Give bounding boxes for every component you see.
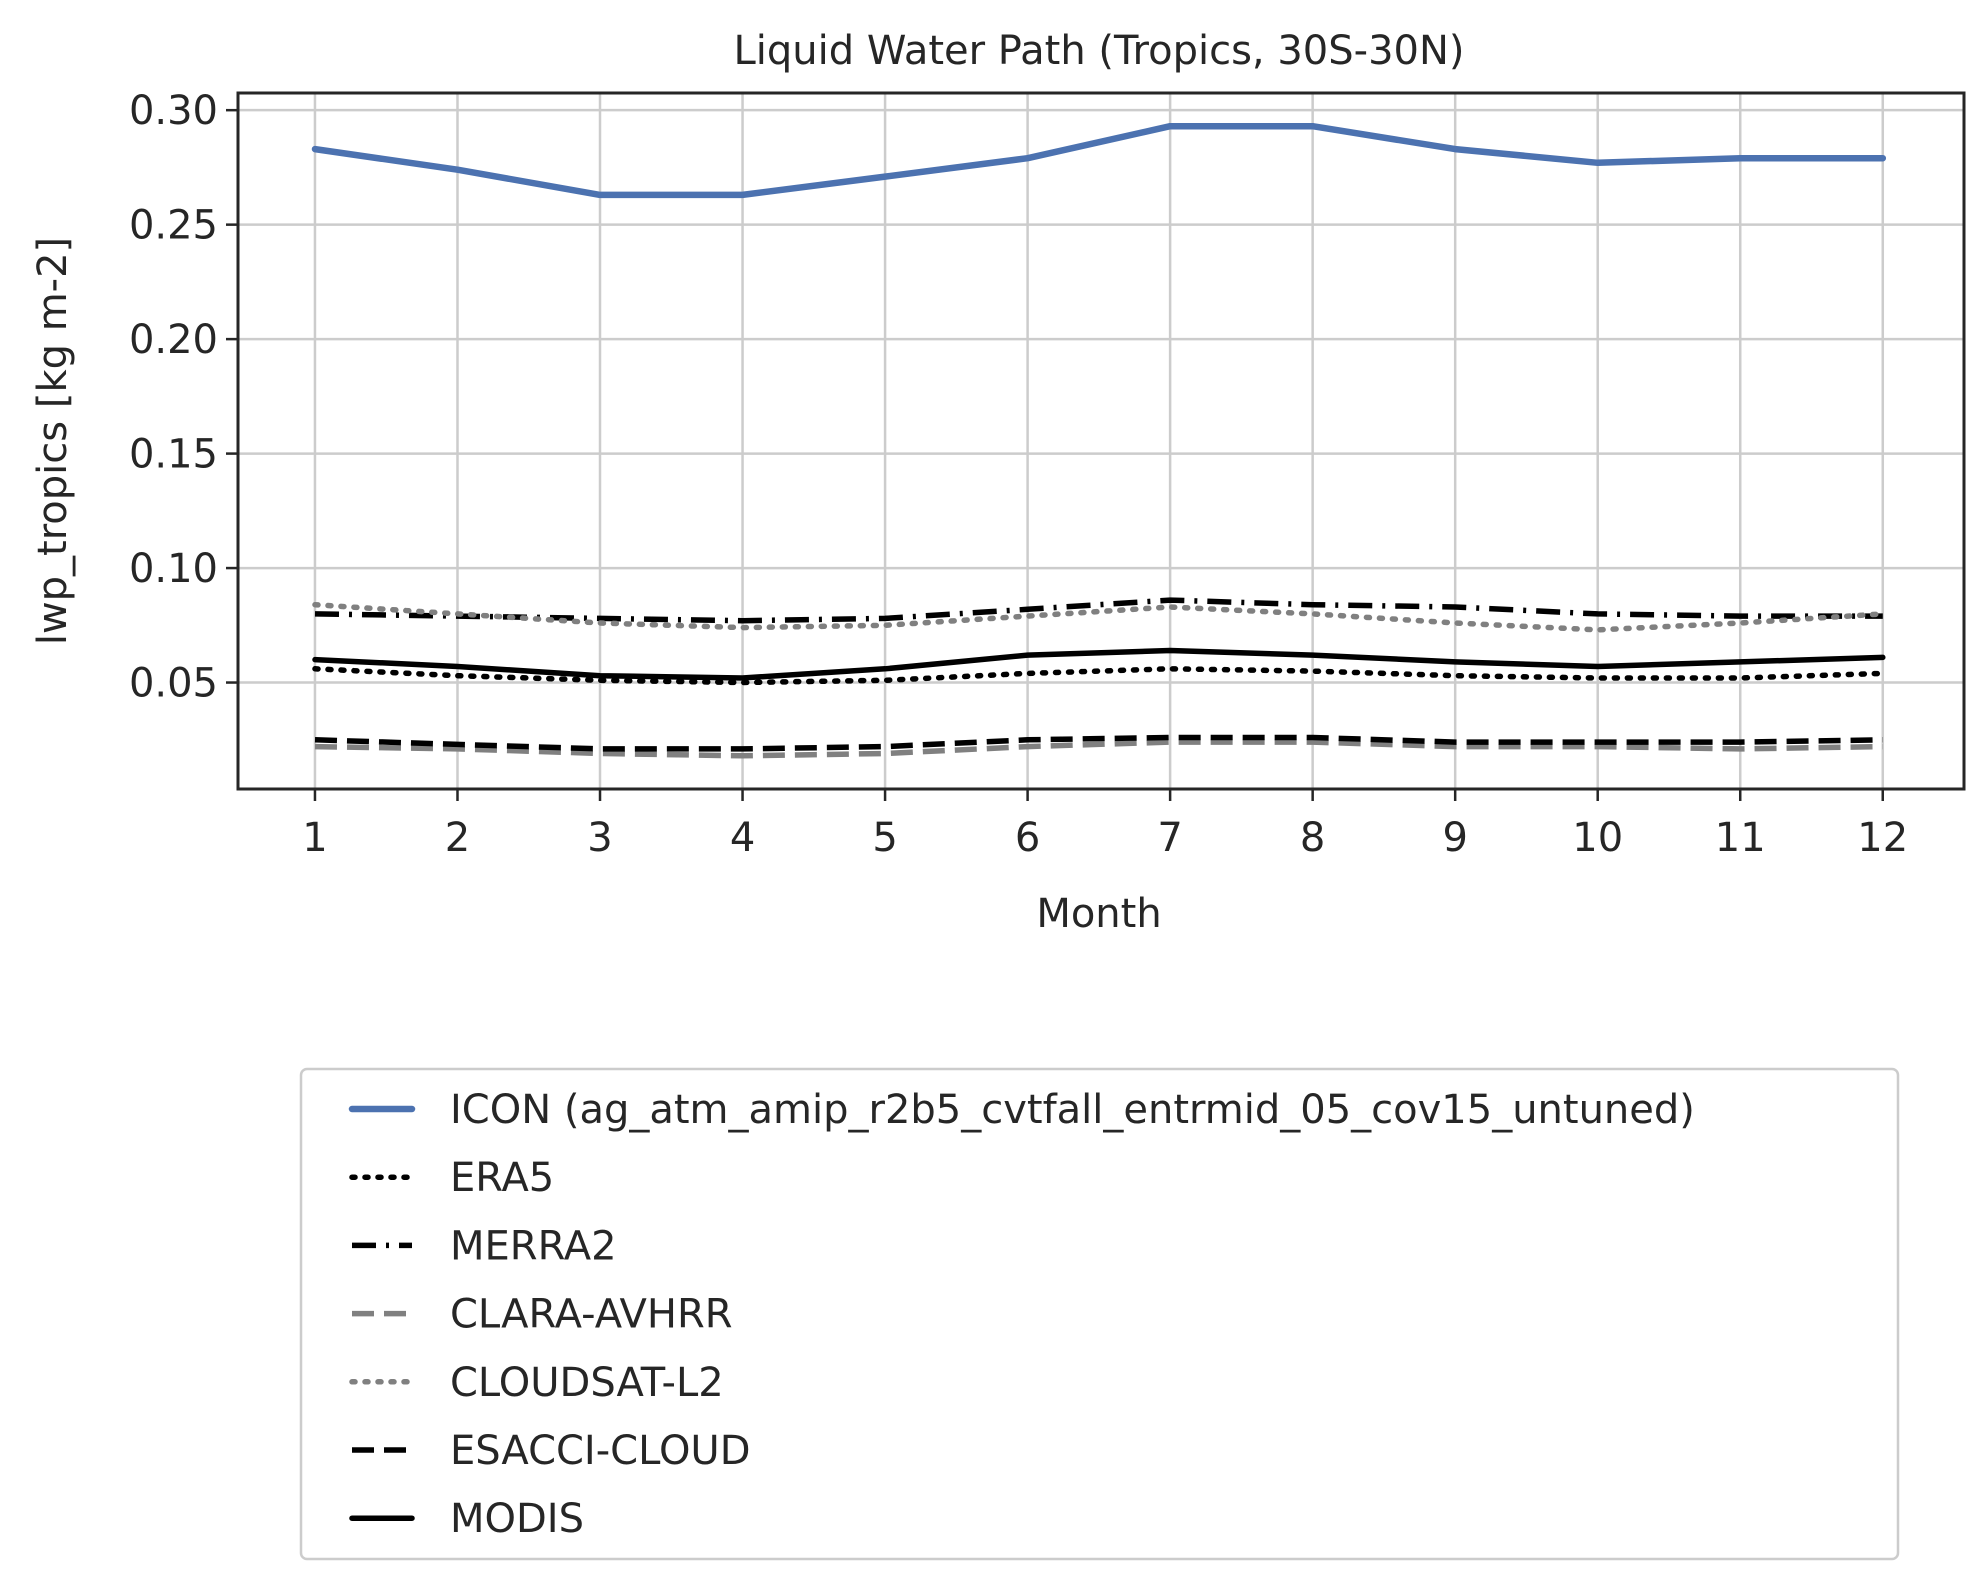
series-line-clara-avhrr xyxy=(314,739,1883,759)
x-tick-label: 1 xyxy=(302,815,327,861)
legend-label: ICON (ag_atm_amip_r2b5_cvtfall_entrmid_0… xyxy=(450,1087,1695,1133)
y-tick-label: 0.30 xyxy=(129,88,218,134)
y-tick-label: 0.05 xyxy=(129,661,218,707)
legend-label: CLARA-AVHRR xyxy=(450,1292,733,1338)
grid xyxy=(238,93,1964,789)
x-tick-label: 4 xyxy=(730,815,755,861)
x-tick-label: 8 xyxy=(1300,815,1325,861)
series-line-era5 xyxy=(312,666,1886,686)
x-tick-label: 3 xyxy=(587,815,612,861)
legend-label: ESACCI-CLOUD xyxy=(450,1428,751,1474)
y-tick-label: 0.15 xyxy=(129,432,218,478)
y-axis-ticks: 0.05 0.10 0.15 0.20 0.25 0.30 xyxy=(129,88,238,707)
x-tick-label: 9 xyxy=(1442,815,1467,861)
x-tick-label: 10 xyxy=(1572,815,1623,861)
legend-label: ERA5 xyxy=(450,1155,554,1201)
x-axis-ticks: 1 2 3 4 5 6 7 8 9 10 11 12 xyxy=(302,789,1908,861)
x-tick-label: 2 xyxy=(445,815,470,861)
x-axis-label: Month xyxy=(1036,891,1161,937)
legend: ICON (ag_atm_amip_r2b5_cvtfall_entrmid_0… xyxy=(299,1067,1900,1561)
x-tick-label: 7 xyxy=(1157,815,1182,861)
legend-label: CLOUDSAT-L2 xyxy=(450,1360,724,1406)
chart-title: Liquid Water Path (Tropics, 30S-30N) xyxy=(733,28,1464,74)
x-tick-label: 12 xyxy=(1857,815,1908,861)
series-line-icon xyxy=(311,122,1887,199)
series-line-cloudsat-l2 xyxy=(312,601,1886,633)
x-tick-label: 6 xyxy=(1015,815,1040,861)
legend-label: MODIS xyxy=(450,1496,584,1542)
plot-frame xyxy=(236,91,1966,791)
y-tick-label: 0.10 xyxy=(129,546,218,592)
series-line-esacci-cloud xyxy=(314,734,1883,752)
y-axis-label: lwp_tropics [kg m-2] xyxy=(30,237,76,645)
series-line-modis xyxy=(312,647,1886,681)
series-group xyxy=(311,122,1887,759)
y-tick-label: 0.25 xyxy=(129,203,218,249)
x-tick-label: 11 xyxy=(1715,815,1766,861)
x-tick-label: 5 xyxy=(872,815,897,861)
legend-label: MERRA2 xyxy=(450,1223,617,1269)
y-tick-label: 0.20 xyxy=(129,317,218,363)
legend-items: ICON (ag_atm_amip_r2b5_cvtfall_entrmid_0… xyxy=(348,1087,1695,1542)
legend-frame xyxy=(299,1067,1900,1561)
